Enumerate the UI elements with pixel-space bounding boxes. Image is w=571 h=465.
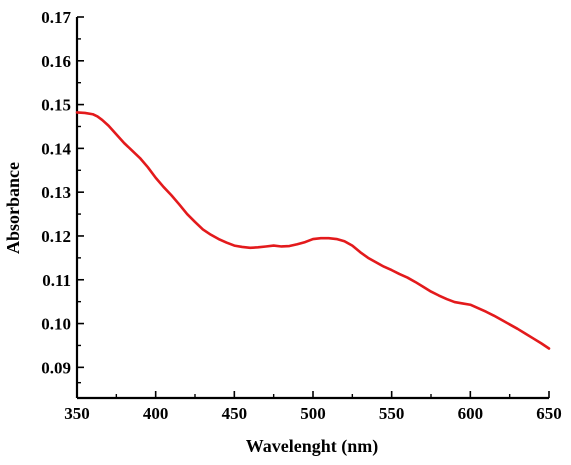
absorbance-series-line (75, 111, 551, 350)
x-axis-title: Wavelenght (nm) (246, 436, 379, 457)
data-layer (75, 111, 551, 350)
axes-layer (75, 17, 549, 400)
y-tick-label: 0.09 (41, 358, 71, 377)
y-tick-label: 0.15 (41, 96, 71, 115)
y-tick-label: 0.17 (41, 8, 71, 27)
labels-layer: Wavelenght (nm) Absorbance (3, 162, 378, 457)
ticks-layer: 350 400 450 500 550 600 650 0.09 0.10 0.11 0.12 0.1… (41, 8, 562, 423)
y-axis-title: Absorbance (3, 162, 23, 254)
x-tick-label: 450 (222, 404, 248, 423)
x-tick-label: 650 (536, 404, 562, 423)
x-tick-label: 500 (300, 404, 326, 423)
y-tick-label: 0.12 (41, 227, 71, 246)
x-tick-label: 550 (379, 404, 405, 423)
y-tick-label: 0.16 (41, 52, 71, 71)
x-tick-label: 400 (143, 404, 169, 423)
x-tick-label: 350 (64, 404, 90, 423)
y-tick-label: 0.10 (41, 315, 71, 334)
x-tick-label: 600 (458, 404, 484, 423)
y-tick-label: 0.14 (41, 139, 71, 158)
y-tick-label: 0.11 (42, 271, 71, 290)
y-tick-label: 0.13 (41, 183, 71, 202)
